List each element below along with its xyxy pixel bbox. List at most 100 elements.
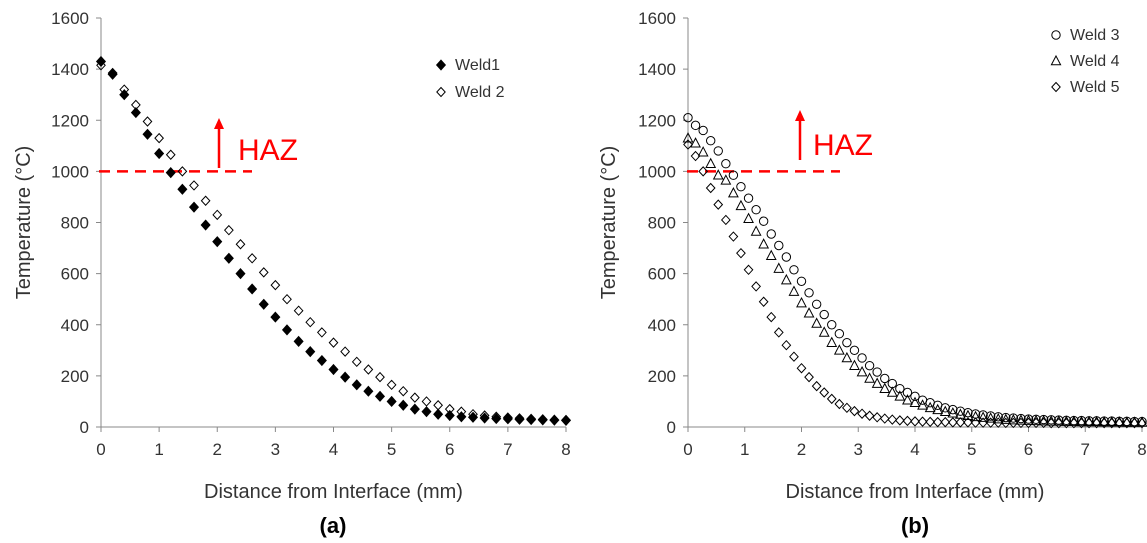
data-point <box>978 410 988 420</box>
data-point <box>932 416 943 428</box>
data-point <box>758 238 770 249</box>
data-point <box>902 415 913 427</box>
y-tick-label: 400 <box>648 316 676 335</box>
data-point <box>842 337 852 348</box>
data-point <box>491 411 502 423</box>
data-point <box>456 406 467 417</box>
legend-entry: Weld 4 <box>1070 53 1120 70</box>
data-point <box>826 393 837 405</box>
data-point <box>985 417 996 428</box>
data-point <box>386 379 397 391</box>
data-point <box>142 116 153 127</box>
data-point <box>766 229 776 239</box>
data-point <box>706 136 716 146</box>
data-point <box>910 391 920 402</box>
data-point <box>1007 414 1019 425</box>
y-tick-label: 1600 <box>51 9 89 28</box>
data-point <box>977 411 989 422</box>
data-point <box>119 84 130 95</box>
data-point <box>398 399 409 411</box>
data-point <box>537 414 548 425</box>
data-point <box>894 390 906 401</box>
data-point <box>561 414 571 426</box>
data-point <box>281 324 293 336</box>
data-point <box>765 249 777 261</box>
data-point <box>235 268 246 280</box>
x-tick-label: 3 <box>271 440 280 459</box>
x-tick-label: 0 <box>96 440 105 459</box>
y-tick-label: 1000 <box>638 162 676 181</box>
x-axis-title: Distance from Interface (mm) <box>786 481 1045 503</box>
data-point <box>683 112 693 123</box>
data-point <box>796 296 807 308</box>
data-point <box>780 273 792 285</box>
data-point <box>804 288 814 298</box>
data-point <box>270 311 281 323</box>
data-point <box>834 328 845 339</box>
data-point <box>864 410 875 421</box>
data-point <box>444 409 455 422</box>
panel-label: (b) <box>901 513 929 538</box>
data-point <box>1129 417 1140 429</box>
data-point <box>712 169 724 180</box>
data-point <box>774 240 784 251</box>
data-point <box>1023 414 1034 425</box>
data-point <box>1008 417 1019 429</box>
data-point <box>827 320 837 330</box>
data-point <box>811 380 822 392</box>
data-point <box>1046 417 1057 429</box>
data-point <box>177 183 188 195</box>
data-point <box>743 212 754 223</box>
data-point <box>96 60 106 71</box>
data-point <box>758 296 769 307</box>
series-weld-4 <box>682 132 1147 427</box>
data-point <box>212 236 223 248</box>
data-point <box>750 225 762 236</box>
data-point <box>526 413 537 425</box>
data-point <box>375 371 385 383</box>
data-point <box>818 326 830 337</box>
data-point <box>728 170 739 180</box>
x-tick-label: 1 <box>154 440 163 459</box>
data-point <box>902 387 913 398</box>
y-tick-label: 800 <box>61 214 89 233</box>
data-point <box>947 417 958 428</box>
data-point <box>316 354 327 367</box>
data-point <box>833 344 845 355</box>
data-point <box>374 390 386 402</box>
legend-marker <box>1051 81 1061 93</box>
y-tick-label: 1600 <box>638 9 676 28</box>
legend-marker <box>1051 30 1061 40</box>
y-tick-label: 0 <box>80 418 89 437</box>
data-point <box>895 383 905 394</box>
data-point <box>811 299 822 309</box>
data-point <box>690 150 701 162</box>
data-point <box>939 405 951 416</box>
data-point <box>993 412 1003 422</box>
data-point <box>1016 417 1026 429</box>
data-point <box>235 238 246 250</box>
y-tick-label: 400 <box>61 316 89 335</box>
data-point <box>743 193 754 203</box>
data-point <box>993 417 1004 428</box>
y-tick-label: 600 <box>61 265 89 284</box>
x-tick-label: 1 <box>740 440 749 459</box>
data-point <box>316 327 327 338</box>
data-point <box>351 356 362 368</box>
data-point <box>955 406 966 416</box>
data-point <box>697 146 709 157</box>
x-tick-label: 6 <box>1024 440 1033 459</box>
data-point <box>736 182 746 192</box>
data-point <box>154 147 165 160</box>
data-point <box>963 407 973 418</box>
data-point <box>165 149 176 160</box>
y-axis-title: Temperature (°C) <box>598 146 620 300</box>
legend-entry: Weld 2 <box>455 84 505 101</box>
data-point <box>932 403 944 415</box>
data-point <box>1114 417 1125 429</box>
data-point <box>962 409 974 421</box>
y-tick-label: 1200 <box>51 111 89 130</box>
data-point <box>917 399 928 410</box>
data-point <box>992 412 1004 424</box>
legend-marker <box>1050 54 1062 66</box>
